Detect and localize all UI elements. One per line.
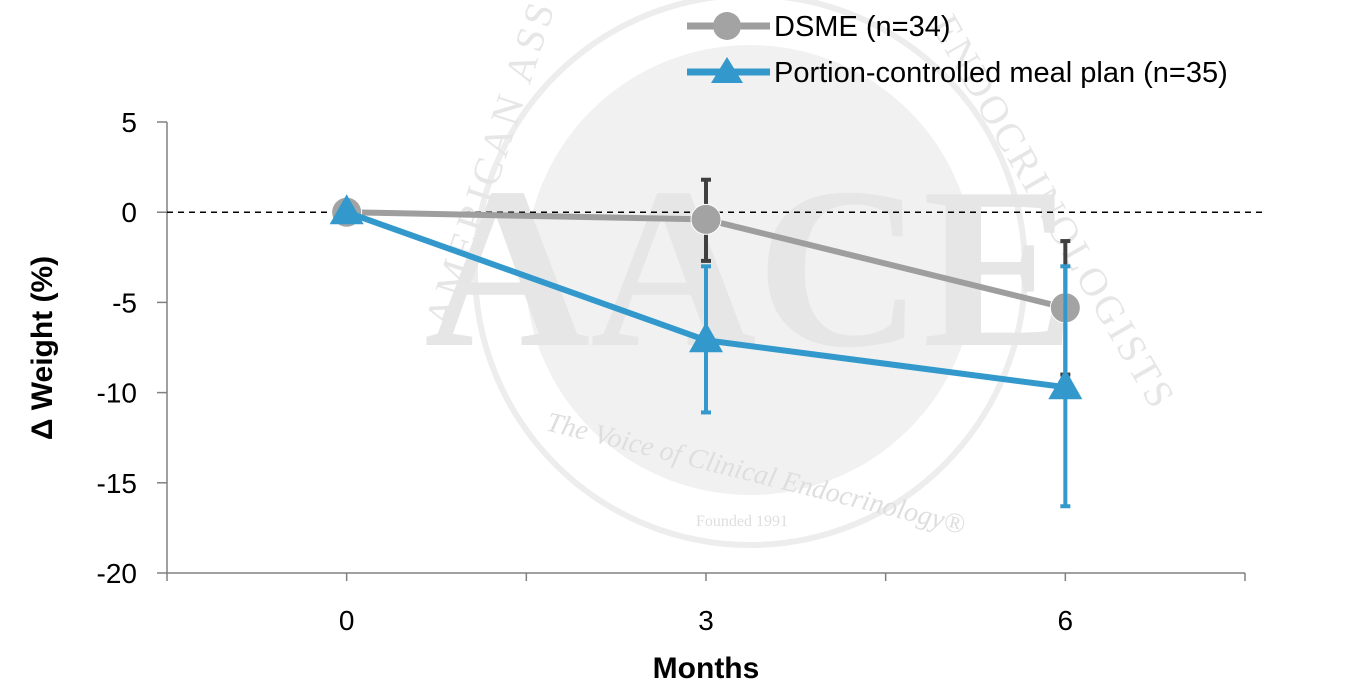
pcmp-point xyxy=(1048,369,1083,400)
watermark-letters: AACE xyxy=(424,140,1076,395)
y-axis-title: Δ Weight (%) xyxy=(26,256,59,440)
legend-item-dsme[interactable]: DSME (n=34) xyxy=(687,11,950,43)
legend-item-pcmp[interactable]: Portion-controlled meal plan (n=35) xyxy=(687,57,1228,89)
x-tick-label: 0 xyxy=(339,605,355,636)
legend-dsme-circle-icon xyxy=(713,12,741,40)
legend-dsme-label: DSME (n=34) xyxy=(774,11,950,43)
y-tick-label: -10 xyxy=(97,378,137,409)
legend-pcmp-label: Portion-controlled meal plan (n=35) xyxy=(774,57,1228,89)
x-axis-title: Months xyxy=(653,652,760,685)
y-axis-ticks: 5 0 -5 -10 -15 -20 xyxy=(97,107,167,589)
watermark-founded: Founded 1991 xyxy=(696,513,788,530)
series-pcmp xyxy=(329,194,1083,509)
pcmp-point xyxy=(689,322,723,353)
legend-pcmp-triangle-icon xyxy=(711,57,743,83)
y-tick-label: -20 xyxy=(97,558,137,589)
y-tick-label: -5 xyxy=(112,287,137,318)
pcmp-point xyxy=(329,194,364,225)
y-tick-label: 0 xyxy=(121,197,137,228)
series-layer xyxy=(329,177,1083,509)
legend: DSME (n=34) Portion-controlled meal plan… xyxy=(687,11,1228,89)
x-tick-label: 3 xyxy=(698,605,714,636)
x-axis-ticks: 0 3 6 xyxy=(166,573,1246,636)
y-tick-label: -15 xyxy=(97,468,137,499)
x-tick-label: 6 xyxy=(1058,605,1074,636)
dsme-point xyxy=(690,203,722,235)
y-tick-label: 5 xyxy=(121,107,137,138)
